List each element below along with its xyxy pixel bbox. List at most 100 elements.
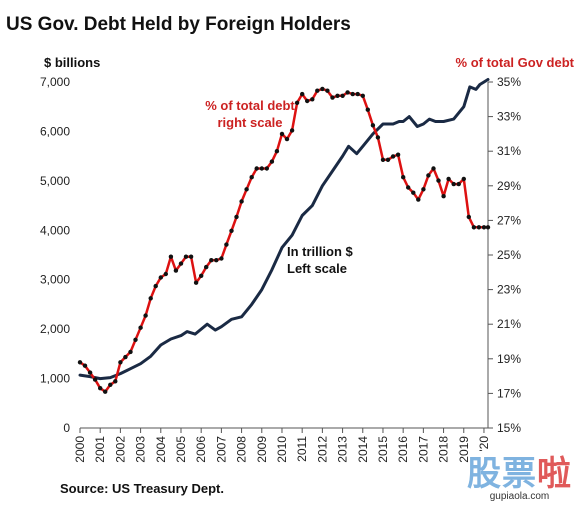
data-point-percent xyxy=(485,225,491,230)
x-tick-label: 2005 xyxy=(174,436,188,463)
data-point-percent xyxy=(380,157,386,162)
data-point-percent xyxy=(244,187,249,192)
black-series-annotation: In trillion $ Left scale xyxy=(287,243,407,277)
x-tick-label: 2010 xyxy=(275,436,289,463)
y-left-tick-label: 7,000 xyxy=(40,75,70,89)
red-series-annotation: % of total debt right scale xyxy=(195,97,305,131)
x-tick-label: 2006 xyxy=(194,436,208,463)
data-point-percent xyxy=(204,264,209,270)
data-point-percent xyxy=(219,256,224,261)
data-point-percent xyxy=(284,136,290,142)
data-point-percent xyxy=(138,325,143,330)
data-point-percent xyxy=(82,363,88,368)
series-line-percent xyxy=(78,87,490,393)
data-point-percent xyxy=(461,176,466,182)
data-point-percent xyxy=(340,93,345,99)
data-point-percent xyxy=(476,225,482,230)
data-point-percent xyxy=(385,157,391,162)
x-tick-label: 2014 xyxy=(356,436,370,463)
data-point-percent xyxy=(310,97,315,102)
data-point-percent xyxy=(466,214,471,220)
data-point-percent xyxy=(209,258,214,263)
y-right-tick-label: 23% xyxy=(497,283,521,297)
x-tick-label: 2016 xyxy=(396,436,410,463)
data-point-percent xyxy=(199,273,204,278)
data-point-percent xyxy=(128,349,133,355)
data-point-percent xyxy=(406,185,411,190)
y-left-tick-label: 1,000 xyxy=(40,372,70,386)
source-note: Source: US Treasury Dept. xyxy=(60,481,224,496)
data-point-percent xyxy=(173,268,179,273)
data-point-percent xyxy=(320,86,325,92)
data-point-percent xyxy=(133,337,138,342)
data-point-percent xyxy=(294,100,300,106)
y-right-tick-label: 29% xyxy=(497,179,521,193)
data-point-percent xyxy=(188,254,194,259)
x-tick-label: 2004 xyxy=(154,436,168,463)
data-point-percent xyxy=(370,123,376,128)
data-point-percent xyxy=(375,135,381,140)
data-point-percent xyxy=(254,166,259,171)
data-point-percent xyxy=(481,225,487,230)
data-point-percent xyxy=(143,313,148,318)
y-right-tick-label: 27% xyxy=(497,213,521,227)
data-point-percent xyxy=(148,296,153,301)
data-point-percent xyxy=(264,166,269,171)
data-point-percent xyxy=(158,275,163,280)
data-point-percent xyxy=(103,389,108,394)
data-point-percent xyxy=(456,181,461,187)
data-point-percent xyxy=(259,166,264,171)
data-point-percent xyxy=(365,107,370,112)
watermark-mark: 股票啦 xyxy=(467,455,572,493)
y-left-tick-label: 4,000 xyxy=(40,223,70,237)
chart-title: US Gov. Debt Held by Foreign Holders xyxy=(6,14,351,35)
data-point-percent xyxy=(234,214,239,220)
data-point-percent xyxy=(335,93,340,99)
y-right-tick-label: 31% xyxy=(497,144,521,158)
red-annotation-line2: right scale xyxy=(217,115,283,130)
y-right-tick-label: 17% xyxy=(497,386,521,400)
x-tick-label: 2018 xyxy=(437,436,451,463)
x-tick-label: 2003 xyxy=(134,436,148,463)
data-point-percent xyxy=(108,382,113,387)
data-point-percent xyxy=(305,98,310,104)
x-tick-label: 2017 xyxy=(416,436,430,463)
data-point-percent xyxy=(390,154,396,159)
y-right-tick-label: 25% xyxy=(497,248,521,262)
y-left-tick-label: 3,000 xyxy=(40,273,70,287)
data-point-percent xyxy=(289,128,295,133)
x-tick-label: 2008 xyxy=(235,436,249,463)
red-annotation-line1: % of total debt xyxy=(205,98,295,113)
data-point-percent xyxy=(214,258,219,263)
data-point-percent xyxy=(401,175,406,180)
axes-group: 0 1,000 2,000 3,000 4,000 5,000 6,000 7,000 15% 1… xyxy=(40,75,521,463)
data-point-percent xyxy=(269,159,275,164)
series-group xyxy=(78,78,490,393)
data-point-percent xyxy=(87,370,93,375)
data-point-percent xyxy=(355,91,360,97)
y-right-tick-label: 35% xyxy=(497,75,521,89)
data-point-percent xyxy=(350,91,355,97)
y-right-tick-label: 21% xyxy=(497,317,521,331)
data-point-percent xyxy=(315,88,320,93)
data-point-percent xyxy=(360,93,365,99)
data-point-percent xyxy=(77,360,83,365)
watermark-logo: 股票啦 gupiaola.com xyxy=(467,455,572,502)
data-point-percent xyxy=(411,190,416,195)
data-point-percent xyxy=(421,187,426,192)
marker-group xyxy=(77,86,491,394)
data-point-percent xyxy=(168,254,174,259)
data-point-percent xyxy=(431,166,436,171)
data-point-percent xyxy=(395,152,401,157)
black-annotation-line2: Left scale xyxy=(287,261,347,276)
x-tick-label: 2001 xyxy=(93,436,107,463)
y-right-tick-label: 15% xyxy=(497,421,521,435)
x-tick-label: 2009 xyxy=(255,436,269,463)
x-tick-label: 2013 xyxy=(336,436,350,463)
data-point-percent xyxy=(183,254,189,259)
data-point-percent xyxy=(98,386,103,391)
y-left-tick-label: 0 xyxy=(63,421,70,435)
data-point-percent xyxy=(325,88,330,93)
